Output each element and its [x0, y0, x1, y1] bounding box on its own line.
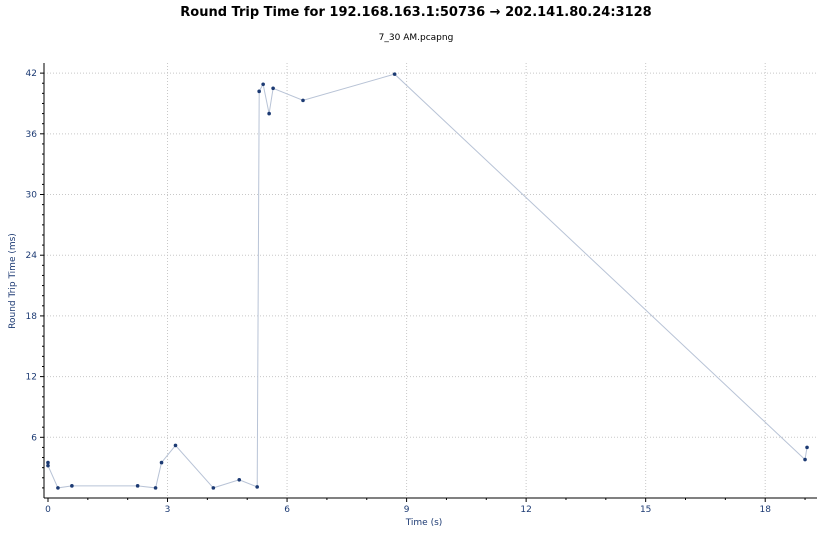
y-tick-label: 12: [26, 373, 37, 383]
y-tick-label: 42: [26, 69, 37, 79]
data-point: [392, 72, 397, 76]
chart-title: Round Trip Time for 192.168.163.1:50736 …: [180, 5, 652, 20]
data-point: [805, 445, 809, 450]
y-axis-label: Round Trip Time (ms): [8, 233, 18, 329]
data-point: [237, 477, 242, 482]
data-point: [261, 82, 265, 87]
data-point: [267, 111, 271, 116]
data-point: [301, 98, 305, 103]
y-tick-label: 36: [26, 130, 38, 140]
data-point: [257, 89, 261, 94]
data-point: [173, 443, 178, 448]
data-point: [46, 460, 50, 465]
grid: [44, 63, 817, 498]
data-point: [135, 484, 140, 488]
chart-subtitle: 7_30 AM.pcapng: [378, 33, 454, 43]
data-point: [271, 86, 275, 91]
x-tick-label: 3: [165, 505, 171, 515]
data-point: [56, 486, 60, 490]
y-tick-label: 24: [26, 251, 38, 261]
data-point: [70, 484, 74, 488]
x-tick-label: 15: [640, 505, 651, 515]
series-line: [47, 73, 808, 489]
data-point: [255, 485, 259, 489]
x-tick-label: 9: [404, 505, 410, 515]
data-point: [211, 486, 216, 490]
x-tick-label: 6: [284, 505, 290, 515]
x-tick-label: 18: [759, 505, 771, 515]
x-tick-label: 12: [520, 505, 531, 515]
x-axis-label: Time (s): [405, 518, 443, 528]
x-tick-label: 0: [45, 505, 51, 515]
y-tick-label: 6: [31, 433, 37, 443]
data-point: [46, 463, 50, 468]
data-point: [159, 460, 164, 465]
series-rtt: [46, 72, 809, 490]
data-point: [803, 457, 807, 462]
data-point: [153, 486, 158, 490]
y-tick-label: 18: [26, 312, 38, 322]
y-tick-label: 30: [26, 191, 38, 201]
